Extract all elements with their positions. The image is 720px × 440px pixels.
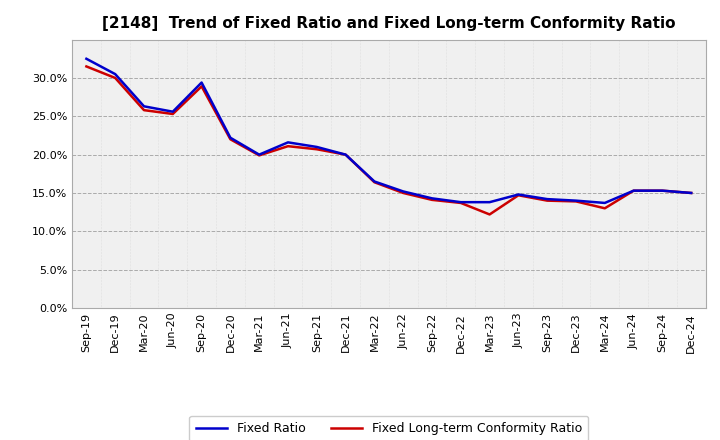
Fixed Ratio [370,179,379,184]
Fixed Ratio [168,109,177,114]
Fixed Ratio [514,192,523,197]
Fixed Ratio [658,188,667,193]
Fixed Long-term Conformity Ratio [514,193,523,198]
Line: Fixed Long-term Conformity Ratio: Fixed Long-term Conformity Ratio [86,66,691,214]
Fixed Long-term Conformity Ratio [284,143,292,149]
Line: Fixed Ratio: Fixed Ratio [86,59,691,203]
Fixed Ratio [687,191,696,196]
Fixed Long-term Conformity Ratio [658,188,667,193]
Title: [2148]  Trend of Fixed Ratio and Fixed Long-term Conformity Ratio: [2148] Trend of Fixed Ratio and Fixed Lo… [102,16,675,32]
Fixed Ratio [341,152,350,157]
Fixed Long-term Conformity Ratio [140,107,148,113]
Fixed Ratio [456,199,465,205]
Fixed Ratio [312,144,321,150]
Fixed Long-term Conformity Ratio [428,197,436,202]
Fixed Long-term Conformity Ratio [168,111,177,117]
Fixed Ratio [629,188,638,193]
Fixed Long-term Conformity Ratio [572,199,580,204]
Fixed Ratio [111,71,120,77]
Fixed Long-term Conformity Ratio [629,188,638,193]
Fixed Ratio [600,200,609,205]
Fixed Long-term Conformity Ratio [82,64,91,69]
Fixed Long-term Conformity Ratio [600,205,609,211]
Fixed Long-term Conformity Ratio [197,84,206,89]
Fixed Long-term Conformity Ratio [687,191,696,196]
Fixed Long-term Conformity Ratio [111,75,120,81]
Fixed Long-term Conformity Ratio [543,198,552,203]
Fixed Long-term Conformity Ratio [399,191,408,196]
Fixed Long-term Conformity Ratio [255,153,264,158]
Fixed Long-term Conformity Ratio [485,212,494,217]
Fixed Ratio [197,80,206,85]
Fixed Long-term Conformity Ratio [456,200,465,205]
Fixed Ratio [572,198,580,203]
Fixed Ratio [226,135,235,140]
Fixed Ratio [284,140,292,145]
Fixed Ratio [543,197,552,202]
Fixed Long-term Conformity Ratio [370,180,379,185]
Fixed Long-term Conformity Ratio [312,147,321,152]
Fixed Ratio [140,104,148,109]
Fixed Long-term Conformity Ratio [226,137,235,142]
Legend: Fixed Ratio, Fixed Long-term Conformity Ratio: Fixed Ratio, Fixed Long-term Conformity … [189,416,588,440]
Fixed Ratio [82,56,91,62]
Fixed Ratio [485,199,494,205]
Fixed Ratio [255,152,264,157]
Fixed Ratio [428,196,436,201]
Fixed Long-term Conformity Ratio [341,152,350,157]
Fixed Ratio [399,189,408,194]
